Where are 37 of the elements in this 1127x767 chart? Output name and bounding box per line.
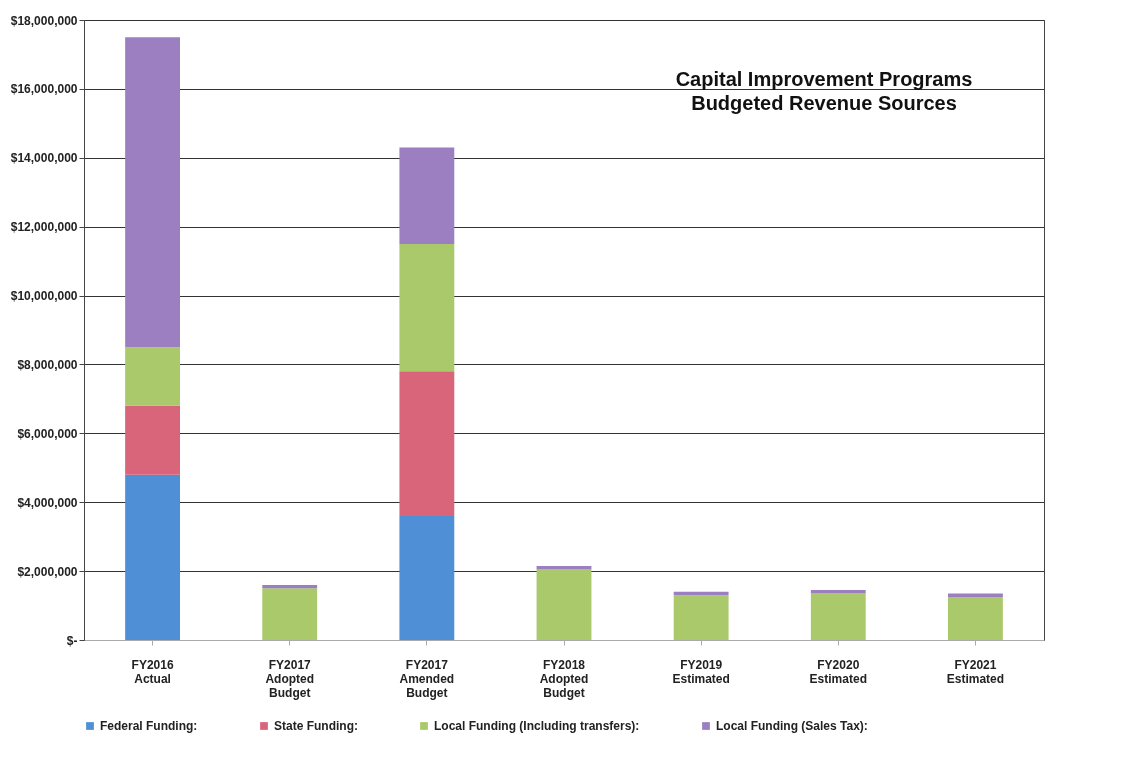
text: Budgeted Revenue Sources: [691, 92, 957, 114]
bar: [125, 474, 180, 640]
x-tick-label: FY2017 Amended Budget: [399, 657, 455, 700]
bar: [125, 37, 180, 348]
x-tick-label: FY2021 Estimated: [946, 657, 1005, 686]
y-tick-label: $14,000,000: [10, 151, 78, 166]
x-tick-label: FY2018 Adopted Budget: [539, 657, 589, 700]
y-tick-label: $4,000,000: [17, 495, 78, 510]
y-tick-label: $10,000,000: [10, 289, 78, 304]
bar: [673, 595, 729, 640]
legend-label: Local Funding (Sales Tax):: [716, 719, 868, 733]
legend-label: Federal Funding:: [100, 719, 198, 733]
x-tick-label: FY2020 Estimated: [809, 657, 867, 686]
legend-label: Local Funding (Including transfers):: [434, 719, 640, 733]
y-tick-label: $2,000,000: [17, 564, 78, 579]
bar: [399, 243, 455, 372]
bar: [810, 590, 866, 594]
bar: [125, 405, 180, 475]
y-tick-label: $18,000,000: [10, 13, 78, 28]
x-tick-label: FY2019 Estimated: [672, 657, 730, 686]
y-tick-label: $-: [66, 633, 78, 648]
bar: [810, 593, 866, 640]
y-tick-label: $16,000,000: [10, 82, 78, 97]
bar: [262, 588, 318, 640]
x-tick-label: FY2016 Actual: [131, 657, 174, 686]
x-tick-label: FY2017 Adopted Budget: [265, 657, 315, 700]
y-tick-label: $12,000,000: [10, 220, 78, 235]
bar: [399, 371, 455, 516]
y-tick-label: $6,000,000: [17, 426, 78, 441]
y-tick-label: $8,000,000: [17, 357, 78, 372]
text: Capital Improvement Programs: [675, 68, 973, 90]
bar: [125, 347, 180, 406]
bar: [948, 596, 1003, 640]
bar: [536, 569, 592, 640]
legend-label: State Funding:: [274, 719, 358, 733]
bar: [399, 147, 455, 244]
bar: [399, 516, 455, 640]
